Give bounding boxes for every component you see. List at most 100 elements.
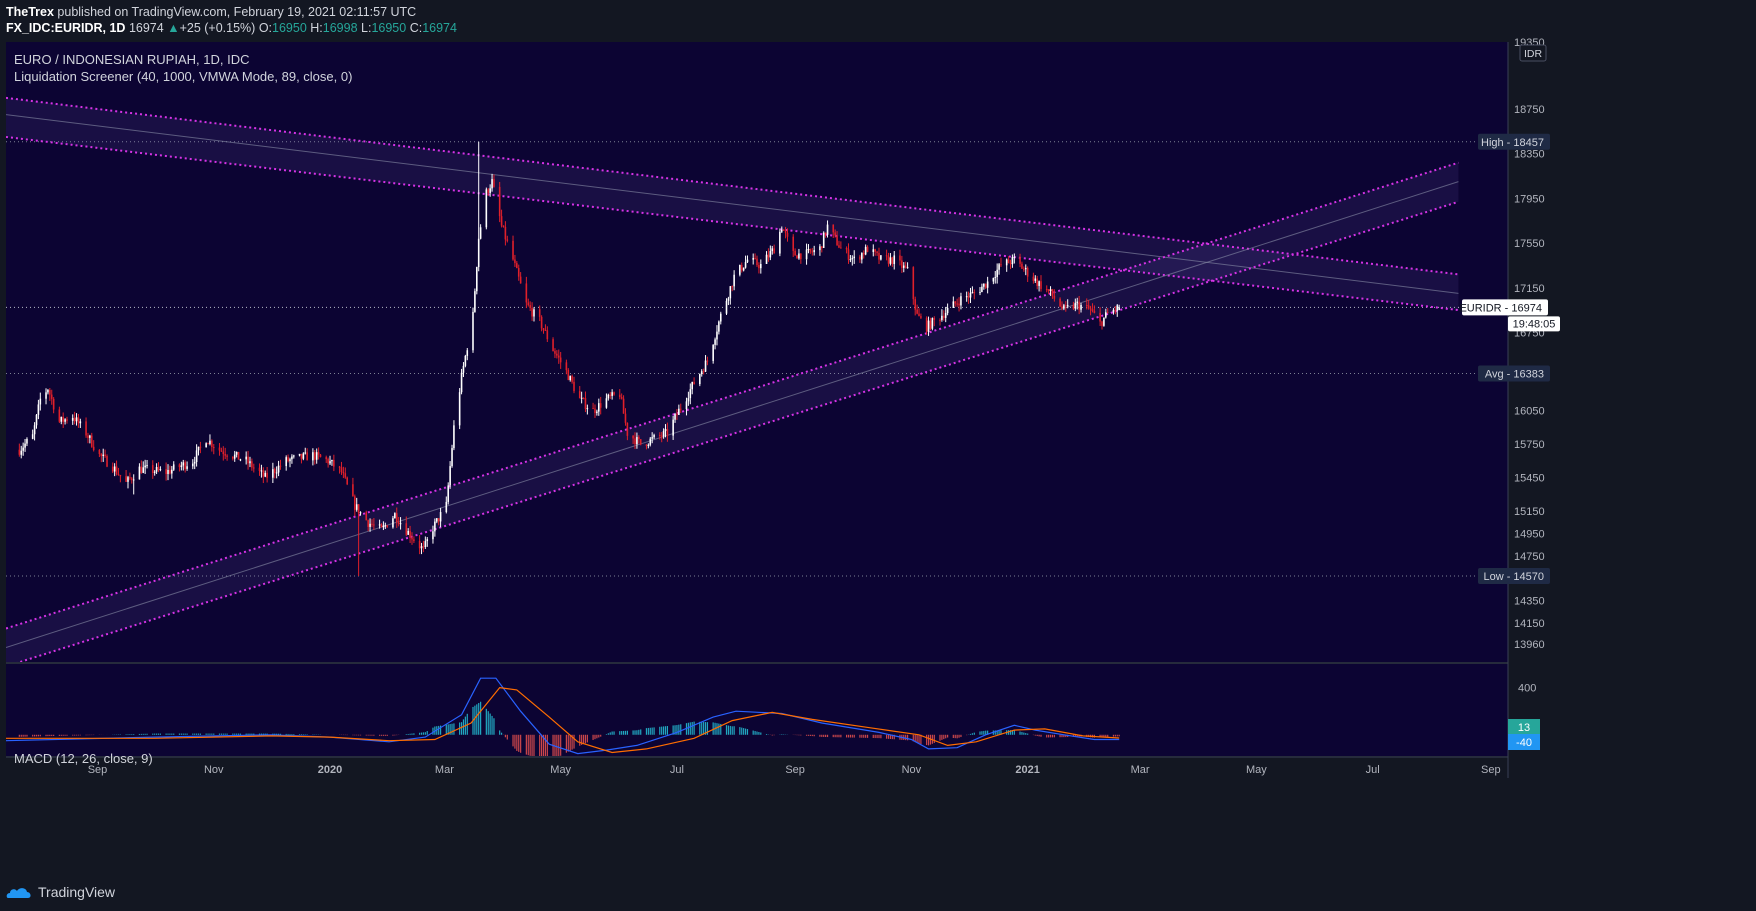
candle-body — [125, 476, 127, 482]
price-label-low[interactable] — [1478, 567, 1550, 584]
candle-body — [664, 429, 667, 432]
candle-body — [346, 477, 348, 485]
candle-body — [944, 312, 947, 318]
publish-line: TheTrex published on TradingView.com, Fe… — [6, 5, 416, 19]
candle-body — [155, 467, 158, 472]
candle-body — [885, 255, 888, 257]
candle-body — [500, 216, 503, 226]
candle-body — [493, 179, 495, 187]
trendline-5[interactable] — [6, 161, 1459, 630]
candle-body — [22, 447, 24, 451]
candle-body — [529, 305, 531, 309]
candle-body — [845, 248, 848, 250]
candle-body — [426, 539, 429, 542]
signal-line[interactable] — [6, 686, 1120, 754]
price-label-high[interactable] — [1478, 133, 1550, 150]
candle-body — [435, 518, 438, 522]
candle-body — [986, 281, 989, 288]
tradingview-logo[interactable]: TradingView — [6, 884, 115, 900]
trendlines — [6, 96, 1459, 667]
time-tick-label: Nov — [204, 764, 224, 776]
candle-body — [872, 249, 875, 252]
macd-legend[interactable]: MACD (12, 26, close, 9) — [14, 751, 153, 766]
candle-body — [464, 355, 467, 366]
last-price: 16974 — [128, 21, 164, 35]
candle-body — [1013, 256, 1016, 258]
candle-body — [973, 292, 976, 294]
candle-body — [85, 421, 87, 436]
time-tick-label: Jul — [670, 764, 684, 776]
candle-body — [373, 524, 375, 526]
candle-body — [1072, 305, 1075, 309]
candle-body — [1112, 309, 1115, 313]
chart-area[interactable]: Sep Nov 2020 Mar May Jul Sep Nov 2021 Mar May Jul Se… — [0, 0, 1756, 876]
candle-body — [98, 450, 101, 455]
price-tick-label: 15150 — [1514, 506, 1545, 518]
ohlc-line: FX_IDC:EURIDR, 1D 16974 ▲+25 (+0.15%) O:… — [6, 21, 457, 35]
candle-body — [819, 246, 821, 251]
macd-pane-bg — [6, 664, 1508, 756]
candle-body — [487, 189, 490, 193]
candle-body — [597, 403, 600, 412]
candle-body — [834, 232, 836, 236]
candle-body — [651, 437, 653, 439]
candle-body — [58, 409, 61, 422]
candle-body — [899, 255, 901, 261]
currency-badge[interactable] — [1519, 44, 1547, 62]
trendline-6[interactable] — [6, 181, 1459, 648]
trendline-2[interactable] — [6, 135, 1459, 312]
candle-body — [159, 469, 162, 471]
author-name[interactable]: TheTrex — [6, 5, 54, 19]
trendline-3[interactable] — [6, 114, 1459, 294]
candle-body — [180, 465, 183, 468]
candle-body — [62, 416, 64, 422]
candle-body — [925, 317, 928, 332]
candle-body — [607, 394, 610, 399]
candle-body — [967, 296, 970, 298]
trendline-4[interactable] — [6, 200, 1459, 667]
candle-body — [140, 466, 143, 473]
price-axis[interactable]: 1935018750183501795017550171501675016050… — [1459, 37, 1560, 778]
price-tick-label: 16050 — [1514, 406, 1545, 418]
candle-body — [699, 374, 701, 385]
candle-body — [45, 392, 47, 399]
symbol-label[interactable]: FX_IDC:EURIDR, 1D — [6, 21, 126, 35]
price-label-avg[interactable] — [1478, 365, 1550, 382]
macd-line[interactable] — [5, 677, 1120, 755]
candle-body — [998, 264, 1000, 270]
candle-body — [1093, 310, 1096, 313]
candle-body — [437, 518, 440, 522]
candle-body — [538, 309, 541, 317]
candle-body — [836, 235, 838, 246]
trendline-1[interactable] — [6, 96, 1459, 276]
candle-body — [887, 256, 890, 264]
macd-pane[interactable] — [5, 664, 1508, 761]
candle-body — [1105, 312, 1107, 318]
close-value: 16974 — [422, 21, 457, 35]
candle-body — [1080, 305, 1082, 310]
candle-body — [605, 398, 608, 408]
price-label-euridr[interactable] — [1462, 299, 1548, 316]
open-value: 16950 — [272, 21, 307, 35]
main-price-pane[interactable] — [6, 42, 1508, 666]
candle-body — [1023, 268, 1025, 270]
candle-body — [491, 179, 493, 189]
candle-body — [805, 249, 808, 260]
candle-body — [1099, 312, 1101, 322]
candle-body — [813, 250, 815, 253]
candle-body — [409, 530, 411, 538]
candle-body — [594, 408, 596, 413]
candle-body — [544, 329, 547, 331]
candle-body — [689, 389, 692, 399]
time-axis[interactable]: Sep Nov 2020 Mar May Jul Sep Nov 2021 Mar May Jul Se… — [88, 764, 1501, 776]
candle-body — [235, 451, 238, 455]
candle-body — [807, 248, 810, 250]
candle-body — [731, 286, 734, 288]
candle-body — [195, 450, 198, 462]
candle-body — [672, 419, 674, 436]
candle-body — [876, 251, 878, 253]
indicator-legend[interactable]: Liquidation Screener (40, 1000, VMWA Mod… — [14, 69, 352, 84]
candle-body — [451, 448, 453, 467]
price-label-text: High - 18457 — [1481, 137, 1544, 149]
candle-body — [662, 431, 665, 437]
